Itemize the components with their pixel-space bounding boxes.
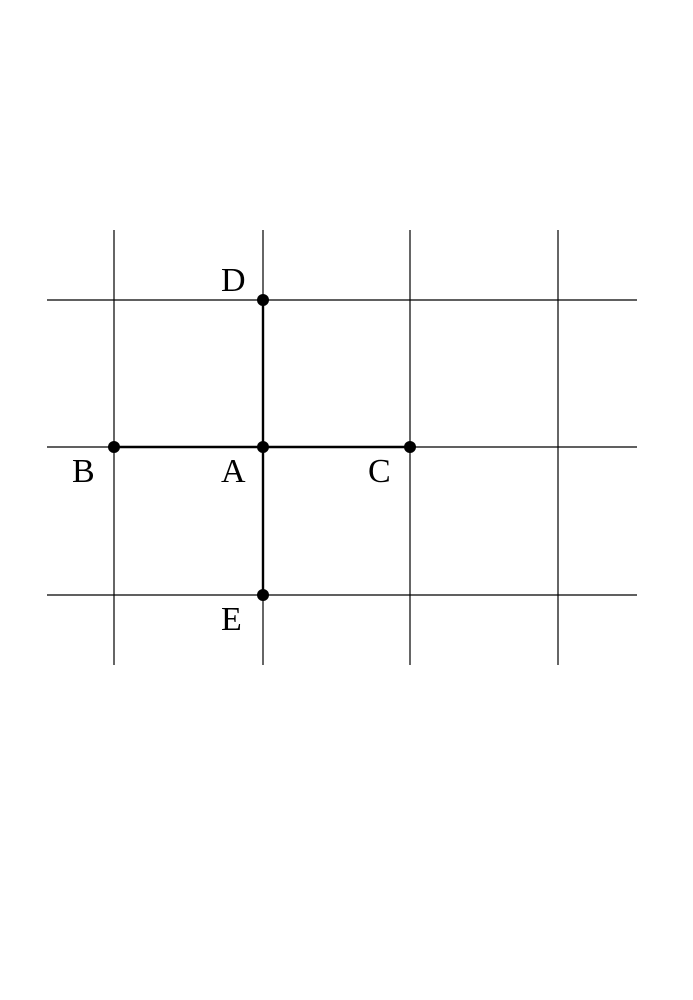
node-label-e: E bbox=[221, 601, 242, 639]
node-point-d bbox=[257, 294, 269, 306]
diagram-canvas: D B A C E bbox=[0, 0, 693, 1000]
node-label-b: B bbox=[72, 453, 95, 491]
node-point-a bbox=[257, 441, 269, 453]
node-label-a: A bbox=[221, 453, 246, 491]
node-label-c: C bbox=[368, 453, 391, 491]
node-point-e bbox=[257, 589, 269, 601]
diagram-svg bbox=[0, 0, 693, 1000]
node-point-c bbox=[404, 441, 416, 453]
node-point-b bbox=[108, 441, 120, 453]
node-label-d: D bbox=[221, 262, 246, 300]
